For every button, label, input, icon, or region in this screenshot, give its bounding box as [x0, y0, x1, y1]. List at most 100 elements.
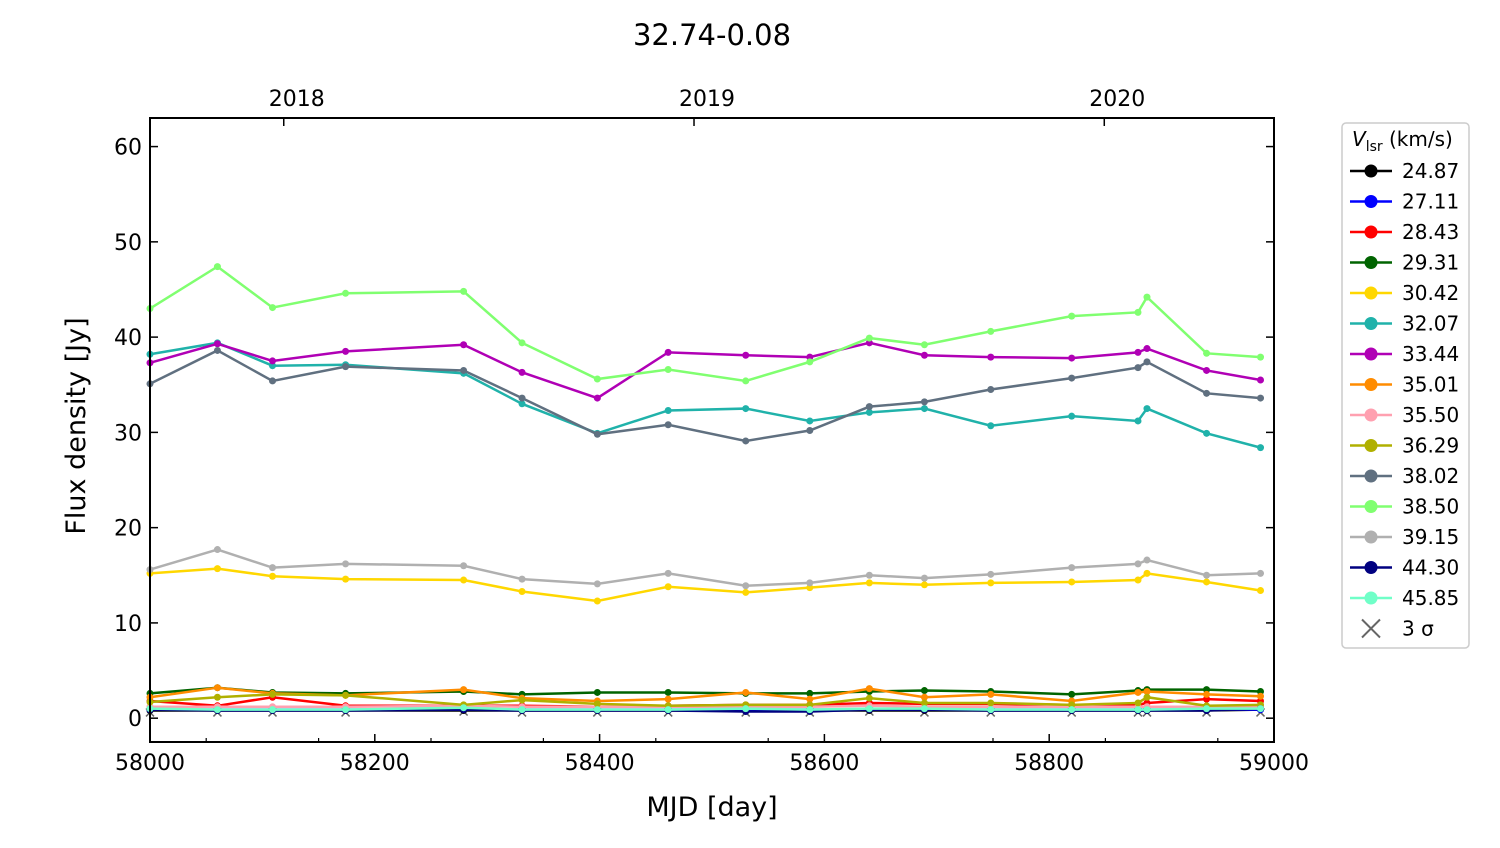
- data-point-45.85: [1134, 706, 1142, 714]
- data-point-38.02: [987, 386, 995, 394]
- legend-label-32.07: 32.07: [1402, 312, 1459, 336]
- data-point-35.01: [664, 695, 672, 703]
- data-point-29.31: [664, 688, 672, 696]
- data-point-30.42: [1143, 569, 1151, 577]
- data-point-33.44: [1134, 348, 1142, 356]
- legend-marker-36.29: [1364, 439, 1378, 452]
- data-point-30.42: [460, 576, 468, 584]
- data-point-30.42: [920, 581, 928, 589]
- x-tick-label: 58800: [1014, 751, 1084, 776]
- data-point-38.02: [742, 437, 750, 445]
- data-point-33.44: [460, 341, 468, 349]
- data-point-45.85: [1068, 706, 1076, 714]
- data-point-35.01: [1203, 690, 1211, 698]
- data-point-29.31: [920, 687, 928, 695]
- legend-label-38.50: 38.50: [1402, 495, 1459, 519]
- data-point-38.02: [664, 421, 672, 429]
- data-point-38.50: [1134, 308, 1142, 316]
- data-point-35.01: [865, 685, 873, 693]
- data-point-45.85: [1203, 705, 1211, 713]
- data-point-35.01: [460, 686, 468, 694]
- data-point-38.50: [593, 375, 601, 383]
- legend-marker-28.43: [1364, 225, 1378, 239]
- legend-marker-32.07: [1364, 317, 1378, 330]
- data-point-30.42: [1257, 587, 1265, 595]
- data-point-32.07: [518, 400, 526, 408]
- legend-label-30.42: 30.42: [1402, 281, 1459, 305]
- data-point-33.44: [342, 347, 350, 355]
- data-point-38.50: [664, 366, 672, 374]
- data-point-39.15: [987, 570, 995, 578]
- data-point-38.02: [806, 426, 814, 434]
- legend-label-36.29: 36.29: [1402, 434, 1459, 458]
- data-point-36.29: [1143, 693, 1151, 701]
- data-point-38.50: [1143, 293, 1151, 301]
- x-axis-label: MJD [day]: [646, 792, 777, 823]
- data-point-45.85: [269, 706, 277, 714]
- data-point-45.85: [664, 706, 672, 714]
- data-point-32.07: [920, 405, 928, 413]
- legend-marker-39.15: [1364, 530, 1378, 544]
- data-point-39.15: [1143, 556, 1151, 564]
- plot-frame: [149, 117, 1275, 743]
- top-tick-label: 2018: [269, 87, 325, 112]
- data-point-30.42: [593, 597, 601, 605]
- series-line-30.42: [149, 567, 1261, 603]
- data-point-39.15: [806, 579, 814, 587]
- data-point-29.31: [593, 688, 601, 696]
- data-point-36.29: [920, 699, 928, 707]
- legend-marker-33.44: [1364, 347, 1378, 361]
- legend-label-38.02: 38.02: [1402, 464, 1459, 488]
- x-tick-label: 59000: [1239, 751, 1309, 776]
- data-point-39.15: [865, 571, 873, 579]
- data-point-30.42: [1134, 576, 1142, 584]
- y-tick-label: 0: [128, 707, 142, 732]
- chart-title: 32.74-0.08: [633, 18, 791, 52]
- data-point-36.29: [987, 699, 995, 707]
- data-point-36.29: [269, 690, 277, 698]
- data-point-33.44: [518, 368, 526, 376]
- y-tick-label: 40: [114, 326, 142, 351]
- data-point-38.50: [920, 341, 928, 349]
- data-point-38.50: [460, 287, 468, 295]
- y-tick-label: 20: [114, 517, 142, 542]
- data-point-39.15: [593, 580, 601, 588]
- y-tick-label: 50: [114, 231, 142, 256]
- data-point-33.44: [664, 348, 672, 356]
- legend-marker-35.50: [1364, 408, 1378, 422]
- y-tick-label: 10: [114, 612, 142, 637]
- data-point-30.42: [342, 575, 350, 583]
- data-point-39.15: [1257, 569, 1265, 577]
- data-point-38.02: [1203, 389, 1211, 397]
- data-point-33.44: [1068, 354, 1076, 362]
- data-point-38.50: [1257, 353, 1265, 361]
- series-line-33.44: [149, 341, 1261, 400]
- data-point-38.50: [865, 334, 873, 342]
- top-tick-label: 2019: [679, 87, 735, 112]
- legend-marker-38.02: [1364, 469, 1378, 483]
- y-axis-label: Flux density [Jy]: [61, 317, 92, 534]
- data-point-33.44: [593, 394, 601, 402]
- data-point-32.07: [1068, 412, 1076, 420]
- data-point-45.85: [460, 704, 468, 712]
- data-point-39.15: [1134, 560, 1142, 568]
- data-point-39.15: [460, 562, 468, 570]
- data-point-45.85: [518, 706, 526, 714]
- data-point-35.01: [742, 688, 750, 696]
- data-point-45.85: [213, 706, 221, 714]
- data-point-33.44: [1203, 366, 1211, 374]
- legend-marker-38.50: [1364, 500, 1378, 513]
- legend-marker-3sigma: [1361, 618, 1381, 639]
- data-point-30.42: [1068, 578, 1076, 586]
- y-tick-label: 60: [114, 136, 142, 161]
- data-point-32.07: [987, 422, 995, 430]
- data-point-32.07: [806, 417, 814, 425]
- legend-label-28.43: 28.43: [1402, 220, 1459, 244]
- data-point-38.02: [1143, 358, 1151, 366]
- data-point-35.01: [213, 684, 221, 692]
- data-point-30.42: [987, 579, 995, 587]
- data-point-38.02: [269, 377, 277, 385]
- data-point-33.44: [269, 357, 277, 365]
- data-point-38.50: [806, 358, 814, 366]
- data-point-45.85: [742, 705, 750, 713]
